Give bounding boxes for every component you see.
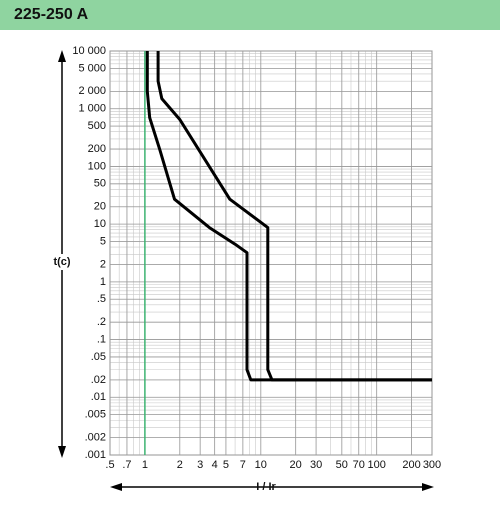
y-tick-label: 5 000: [78, 62, 106, 74]
x-tick-label: 2: [177, 459, 183, 471]
y-tick-label: .05: [91, 351, 106, 363]
x-tick-label: 3: [197, 459, 203, 471]
header-bar: [0, 0, 500, 30]
y-tick-label: 200: [88, 143, 106, 155]
x-tick-label: 4: [212, 459, 218, 471]
x-tick-label: 70: [353, 459, 365, 471]
y-tick-label: 1 000: [78, 103, 106, 115]
y-tick-label: .5: [97, 293, 106, 305]
y-tick-label: 2: [100, 258, 106, 270]
y-tick-label: 10: [94, 218, 106, 230]
x-tick-label: 30: [310, 459, 322, 471]
x-tick-label: 200: [402, 459, 420, 471]
trip-curve: [145, 51, 432, 382]
y-tick-label: 5: [100, 235, 106, 247]
y-tick-label: .002: [85, 432, 106, 444]
y-tick-label: 2 000: [78, 85, 106, 97]
x-tick-label: .5: [105, 459, 114, 471]
y-tick-label: .02: [91, 374, 106, 386]
y-tick-label: 500: [88, 120, 106, 132]
y-tick-label: 10 000: [72, 45, 106, 57]
y-tick-label: .2: [97, 316, 106, 328]
chart-title: 225-250 A: [14, 6, 89, 23]
x-tick-label: .7: [122, 459, 131, 471]
y-tick-label: 1: [100, 276, 106, 288]
x-tick-label: 50: [336, 459, 348, 471]
x-tick-label: 300: [423, 459, 441, 471]
trip-curve: [156, 51, 432, 382]
x-tick-label: 1: [142, 459, 148, 471]
y-tick-label: 20: [94, 201, 106, 213]
y-title-bg: [50, 254, 74, 270]
plot-frame: [109, 50, 433, 456]
y-axis-title: t(c): [53, 256, 70, 268]
y-tick-label: 50: [94, 178, 106, 190]
x-axis-title: I / Ir: [256, 481, 276, 493]
y-tick-label: .001: [85, 449, 106, 461]
x-tick-label: 5: [223, 459, 229, 471]
y-tick-label: .005: [85, 409, 106, 421]
y-tick-label: .01: [91, 391, 106, 403]
x-tick-label: 20: [290, 459, 302, 471]
x-tick-label: 100: [368, 459, 386, 471]
x-tick-label: 7: [240, 459, 246, 471]
x-tick-label: 10: [255, 459, 267, 471]
y-tick-label: .1: [97, 333, 106, 345]
y-tick-label: 100: [88, 160, 106, 172]
